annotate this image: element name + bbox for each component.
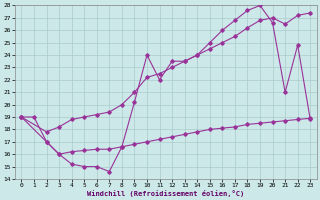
X-axis label: Windchill (Refroidissement éolien,°C): Windchill (Refroidissement éolien,°C) [87,190,244,197]
